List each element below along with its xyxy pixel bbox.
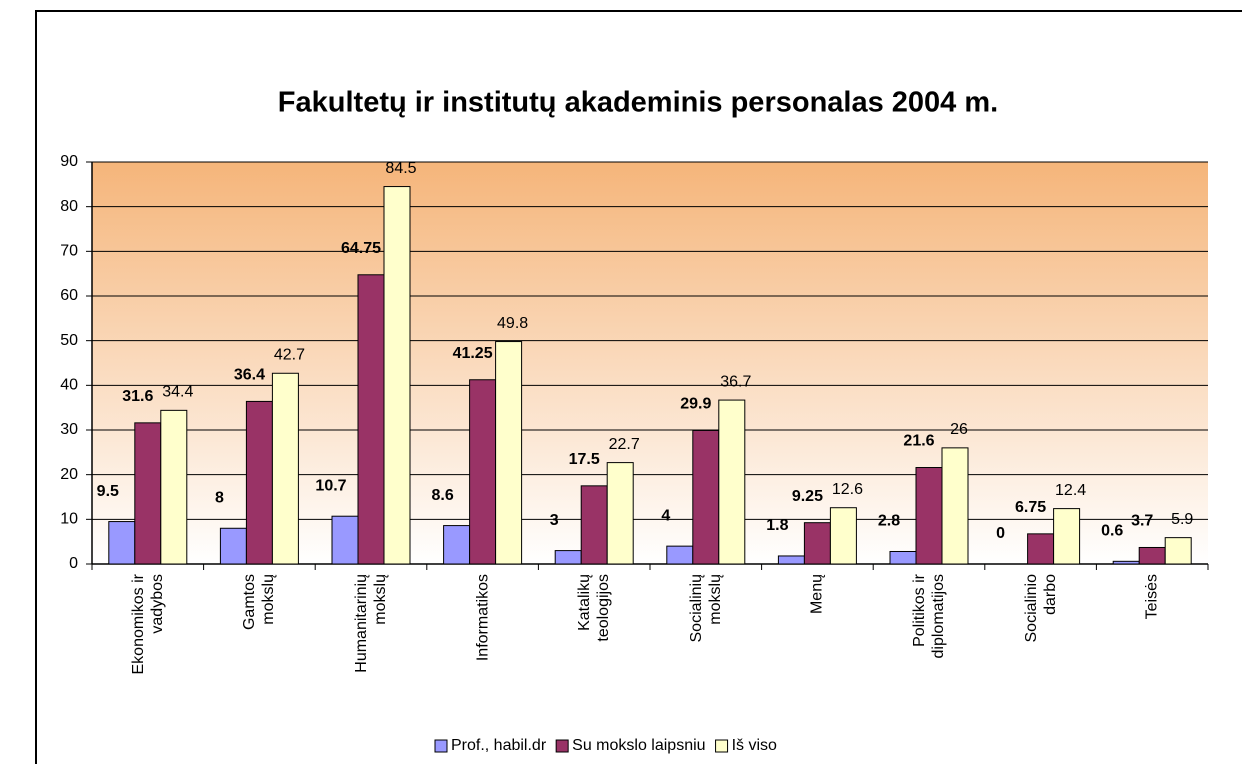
legend-swatch: [555, 739, 569, 753]
data-label: 36.4: [234, 367, 265, 384]
y-tick-label: 80: [60, 198, 78, 215]
legend-label: Iš viso: [732, 737, 777, 754]
chart-title: Fakultetų ir institutų akademinis person…: [278, 87, 998, 119]
y-tick-label: 70: [60, 243, 78, 260]
data-label: 8: [215, 489, 224, 506]
bar: [718, 399, 746, 565]
bar: [889, 550, 917, 565]
y-tick-label: 40: [60, 377, 78, 394]
x-tick-label: Katalikų teologijos: [576, 574, 613, 642]
data-label: 17.5: [569, 451, 600, 468]
x-tick-label: Menų: [808, 574, 826, 615]
data-label: 5.9: [1171, 511, 1193, 528]
data-label: 1.8: [766, 517, 788, 534]
y-tick-label: 60: [60, 287, 78, 304]
y-tick-label: 30: [60, 421, 78, 438]
data-label: 41.25: [453, 345, 493, 362]
y-tick-label: 50: [60, 332, 78, 349]
data-label: 8.6: [431, 487, 453, 504]
data-label: 34.4: [162, 384, 193, 401]
bar: [245, 400, 273, 565]
data-label: 21.6: [903, 433, 934, 450]
bar: [1138, 546, 1166, 565]
data-label: 3.7: [1131, 513, 1153, 530]
data-label: 36.7: [720, 373, 751, 390]
y-tick-label: 20: [60, 466, 78, 483]
data-label: 2.8: [878, 513, 900, 530]
bar: [1164, 537, 1192, 565]
data-label: 22.7: [609, 436, 640, 453]
legend-swatch: [434, 739, 448, 753]
y-tick-label: 0: [69, 555, 78, 572]
data-label: 12.6: [832, 481, 863, 498]
bar: [1053, 508, 1081, 565]
bar: [580, 485, 608, 565]
bar: [160, 409, 188, 565]
bar: [383, 186, 411, 565]
data-label: 0: [996, 525, 1005, 542]
data-label: 49.8: [497, 315, 528, 332]
bar: [777, 555, 805, 565]
x-tick-label: Informatikos: [474, 574, 492, 662]
x-tick-label: Teisės: [1143, 574, 1161, 620]
data-label: 9.5: [97, 483, 119, 500]
frame: [35, 10, 1242, 764]
bar: [469, 379, 497, 565]
bar: [803, 522, 831, 565]
x-tick-label: Socialinių mokslų: [687, 574, 724, 643]
bar: [1112, 560, 1140, 565]
bar: [554, 550, 582, 565]
y-tick-label: 10: [60, 511, 78, 528]
bar: [666, 545, 694, 565]
data-label: 31.6: [122, 388, 153, 405]
data-label: 29.9: [680, 396, 711, 413]
x-tick-label: Ekonomikos ir vadybos: [129, 574, 166, 675]
bar: [941, 447, 969, 565]
legend-label: Su mokslo laipsniu: [572, 737, 705, 754]
legend-label: Prof., habil.dr: [451, 737, 547, 754]
bar: [495, 341, 523, 565]
data-label: 42.7: [274, 346, 305, 363]
bar: [692, 429, 720, 565]
data-label: 84.5: [385, 160, 416, 177]
data-label: 12.4: [1055, 482, 1086, 499]
bar: [271, 372, 299, 565]
bar: [331, 515, 359, 565]
bar: [134, 422, 162, 565]
x-tick-label: Gamtos mokslų: [241, 574, 278, 631]
bar: [1027, 533, 1055, 565]
legend-swatch: [715, 739, 729, 753]
y-tick-label: 90: [60, 153, 78, 170]
x-tick-label: Socialinio darbo: [1022, 574, 1059, 643]
data-label: 10.7: [315, 477, 346, 494]
x-tick-label: Politikos ir diplomatijos: [911, 574, 947, 659]
data-label: 26: [950, 421, 968, 438]
data-label: 9.25: [792, 488, 823, 505]
data-label: 3: [550, 512, 559, 529]
data-label: 64.75: [341, 240, 381, 257]
bar: [357, 274, 385, 565]
bar: [606, 462, 634, 565]
bar: [443, 525, 471, 565]
x-tick-label: Humanitarinių mokslų: [353, 574, 389, 673]
bar: [829, 507, 857, 565]
data-label: 6.75: [1015, 499, 1046, 516]
bar: [915, 467, 943, 565]
bar: [108, 521, 136, 565]
data-label: 0.6: [1101, 523, 1123, 540]
bar: [219, 527, 247, 565]
data-label: 4: [661, 507, 670, 524]
